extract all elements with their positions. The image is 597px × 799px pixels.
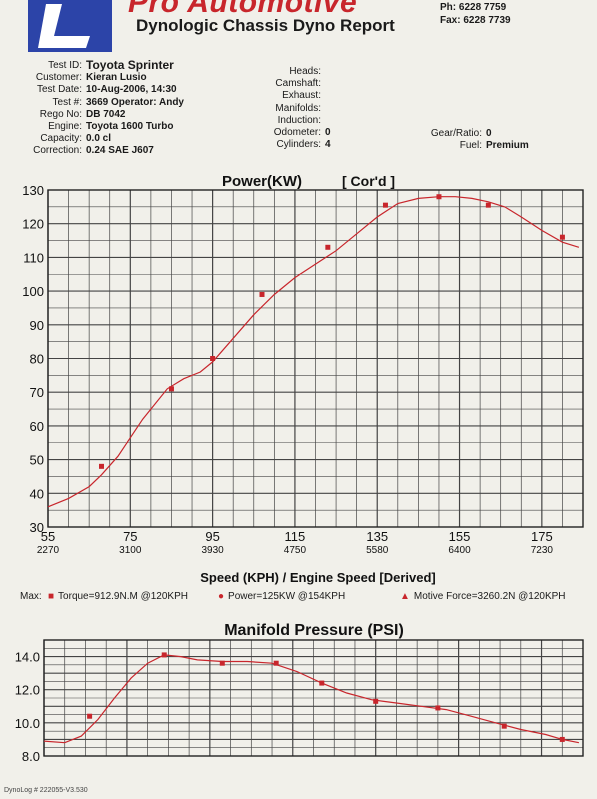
legend-power: ● Power=125KW @154KPH xyxy=(218,591,346,602)
data-point xyxy=(373,698,379,704)
legend-torque: ■ Torque=912.9N.M @120KPH xyxy=(48,591,188,602)
legend-force: ▲ Motive Force=3260.2N @120KPH xyxy=(400,591,566,602)
x-tick-label: 115 xyxy=(285,529,306,544)
legend-max: Max: xyxy=(20,591,42,602)
x-tick-sublabel: 4750 xyxy=(284,545,307,556)
x-tick-sublabel: 5580 xyxy=(366,545,389,556)
data-point xyxy=(325,244,331,250)
info-value: 0.0 cl xyxy=(86,133,112,145)
data-point xyxy=(559,736,565,742)
y-tick-label: 90 xyxy=(30,318,44,333)
info-label: Manifolds: xyxy=(275,102,321,114)
data-point xyxy=(87,713,93,719)
x-tick-sublabel: 2270 xyxy=(37,545,60,556)
info-label: Correction: xyxy=(33,145,82,157)
info-label: Camshaft: xyxy=(275,78,321,90)
info-label: Odometer: xyxy=(273,127,321,138)
info-value: DB 7042 xyxy=(86,108,126,120)
info-value: Toyota 1600 Turbo xyxy=(86,121,174,132)
y-tick-label: 10.0 xyxy=(15,716,40,731)
data-point xyxy=(485,202,491,208)
info-label: Test Date: xyxy=(36,84,82,96)
x-tick-label: 135 xyxy=(366,529,388,544)
data-point xyxy=(259,291,265,297)
plot-border xyxy=(47,189,584,528)
data-point xyxy=(559,234,565,240)
y-tick-label: 60 xyxy=(30,419,44,434)
y-tick-label: 70 xyxy=(30,385,44,400)
x-tick-sublabel: 6400 xyxy=(448,545,471,556)
fax-number: Fax: 6228 7739 xyxy=(440,15,511,26)
info-label: Rego No: xyxy=(39,108,82,120)
data-point xyxy=(168,386,174,392)
info-value: 10-Aug-2006, 14:30 xyxy=(86,84,177,96)
report-title: Dynologic Chassis Dyno Report xyxy=(136,16,395,35)
info-value: 3669 Operator: Andy xyxy=(86,96,184,108)
plot-border xyxy=(43,639,584,757)
y-tick-label: 120 xyxy=(22,217,44,232)
info-value: 0 xyxy=(325,127,331,138)
x-tick-label: 175 xyxy=(531,529,553,544)
data-point xyxy=(219,660,225,666)
info-value: 0.24 SAE J607 xyxy=(86,145,154,157)
info-label: Heads: xyxy=(289,66,321,77)
info-value: Premium xyxy=(486,140,529,152)
info-value: Toyota Sprinter xyxy=(86,58,174,72)
x-tick-sublabel: 3100 xyxy=(119,545,142,556)
data-point xyxy=(436,194,442,200)
info-label: Cylinders: xyxy=(276,139,321,151)
logo-emblem-icon xyxy=(38,4,90,48)
data-point xyxy=(319,680,325,686)
series-line xyxy=(47,196,580,508)
info-label: Gear/Ratio: xyxy=(430,128,482,139)
x-tick-sublabel: 7230 xyxy=(531,545,554,556)
y-tick-label: 130 xyxy=(22,183,44,198)
info-label: Capacity: xyxy=(40,133,82,145)
y-tick-label: 100 xyxy=(22,284,44,299)
info-value: Kieran Lusio xyxy=(86,72,147,84)
x-tick-label: 55 xyxy=(41,529,55,544)
chart-subtitle: [ Cor'd ] xyxy=(342,173,395,189)
data-point xyxy=(210,356,216,361)
info-label: Fuel: xyxy=(459,140,482,152)
chart-title: Manifold Pressure (PSI) xyxy=(224,622,404,639)
y-tick-label: 110 xyxy=(23,250,44,265)
x-tick-label: 155 xyxy=(449,529,471,544)
info-label: Exhaust: xyxy=(282,90,321,102)
info-value: 4 xyxy=(325,139,331,151)
x-axis-label: Speed (KPH) / Engine Speed [Derived] xyxy=(200,570,436,585)
info-value: 0 xyxy=(486,128,492,139)
data-point xyxy=(435,705,441,711)
x-tick-label: 95 xyxy=(205,529,219,544)
x-tick-label: 75 xyxy=(123,529,137,544)
x-tick-sublabel: 3930 xyxy=(201,545,224,556)
chart-title: Power(KW) xyxy=(222,173,302,190)
data-point xyxy=(273,660,279,666)
data-point xyxy=(501,723,507,729)
footer-note: DynoLog # 222055-V3.530 xyxy=(4,787,88,794)
y-tick-label: 40 xyxy=(30,486,44,501)
data-point xyxy=(382,202,388,208)
y-tick-label: 14.0 xyxy=(15,650,40,665)
y-tick-label: 12.0 xyxy=(15,683,40,698)
info-label: Engine: xyxy=(48,121,82,132)
y-tick-label: 8.0 xyxy=(22,749,40,764)
phone-number: Ph: 6228 7759 xyxy=(440,2,507,13)
manifold-chart: 8.0 10.0 12.0 14.0 Manifold Pressure (PSI) xyxy=(15,622,584,764)
series-line xyxy=(43,654,580,744)
info-label: Test #: xyxy=(52,96,82,108)
info-label: Test ID: xyxy=(48,60,82,71)
y-tick-label: 80 xyxy=(30,352,44,367)
y-tick-label: 30 xyxy=(30,520,44,535)
brand-name: Pro Automotive xyxy=(128,0,358,19)
data-point xyxy=(161,652,167,658)
info-label: Customer: xyxy=(35,72,82,84)
info-label: Induction: xyxy=(277,114,321,126)
y-tick-label: 50 xyxy=(30,453,44,468)
company-logo xyxy=(28,0,112,52)
data-point xyxy=(99,463,104,469)
